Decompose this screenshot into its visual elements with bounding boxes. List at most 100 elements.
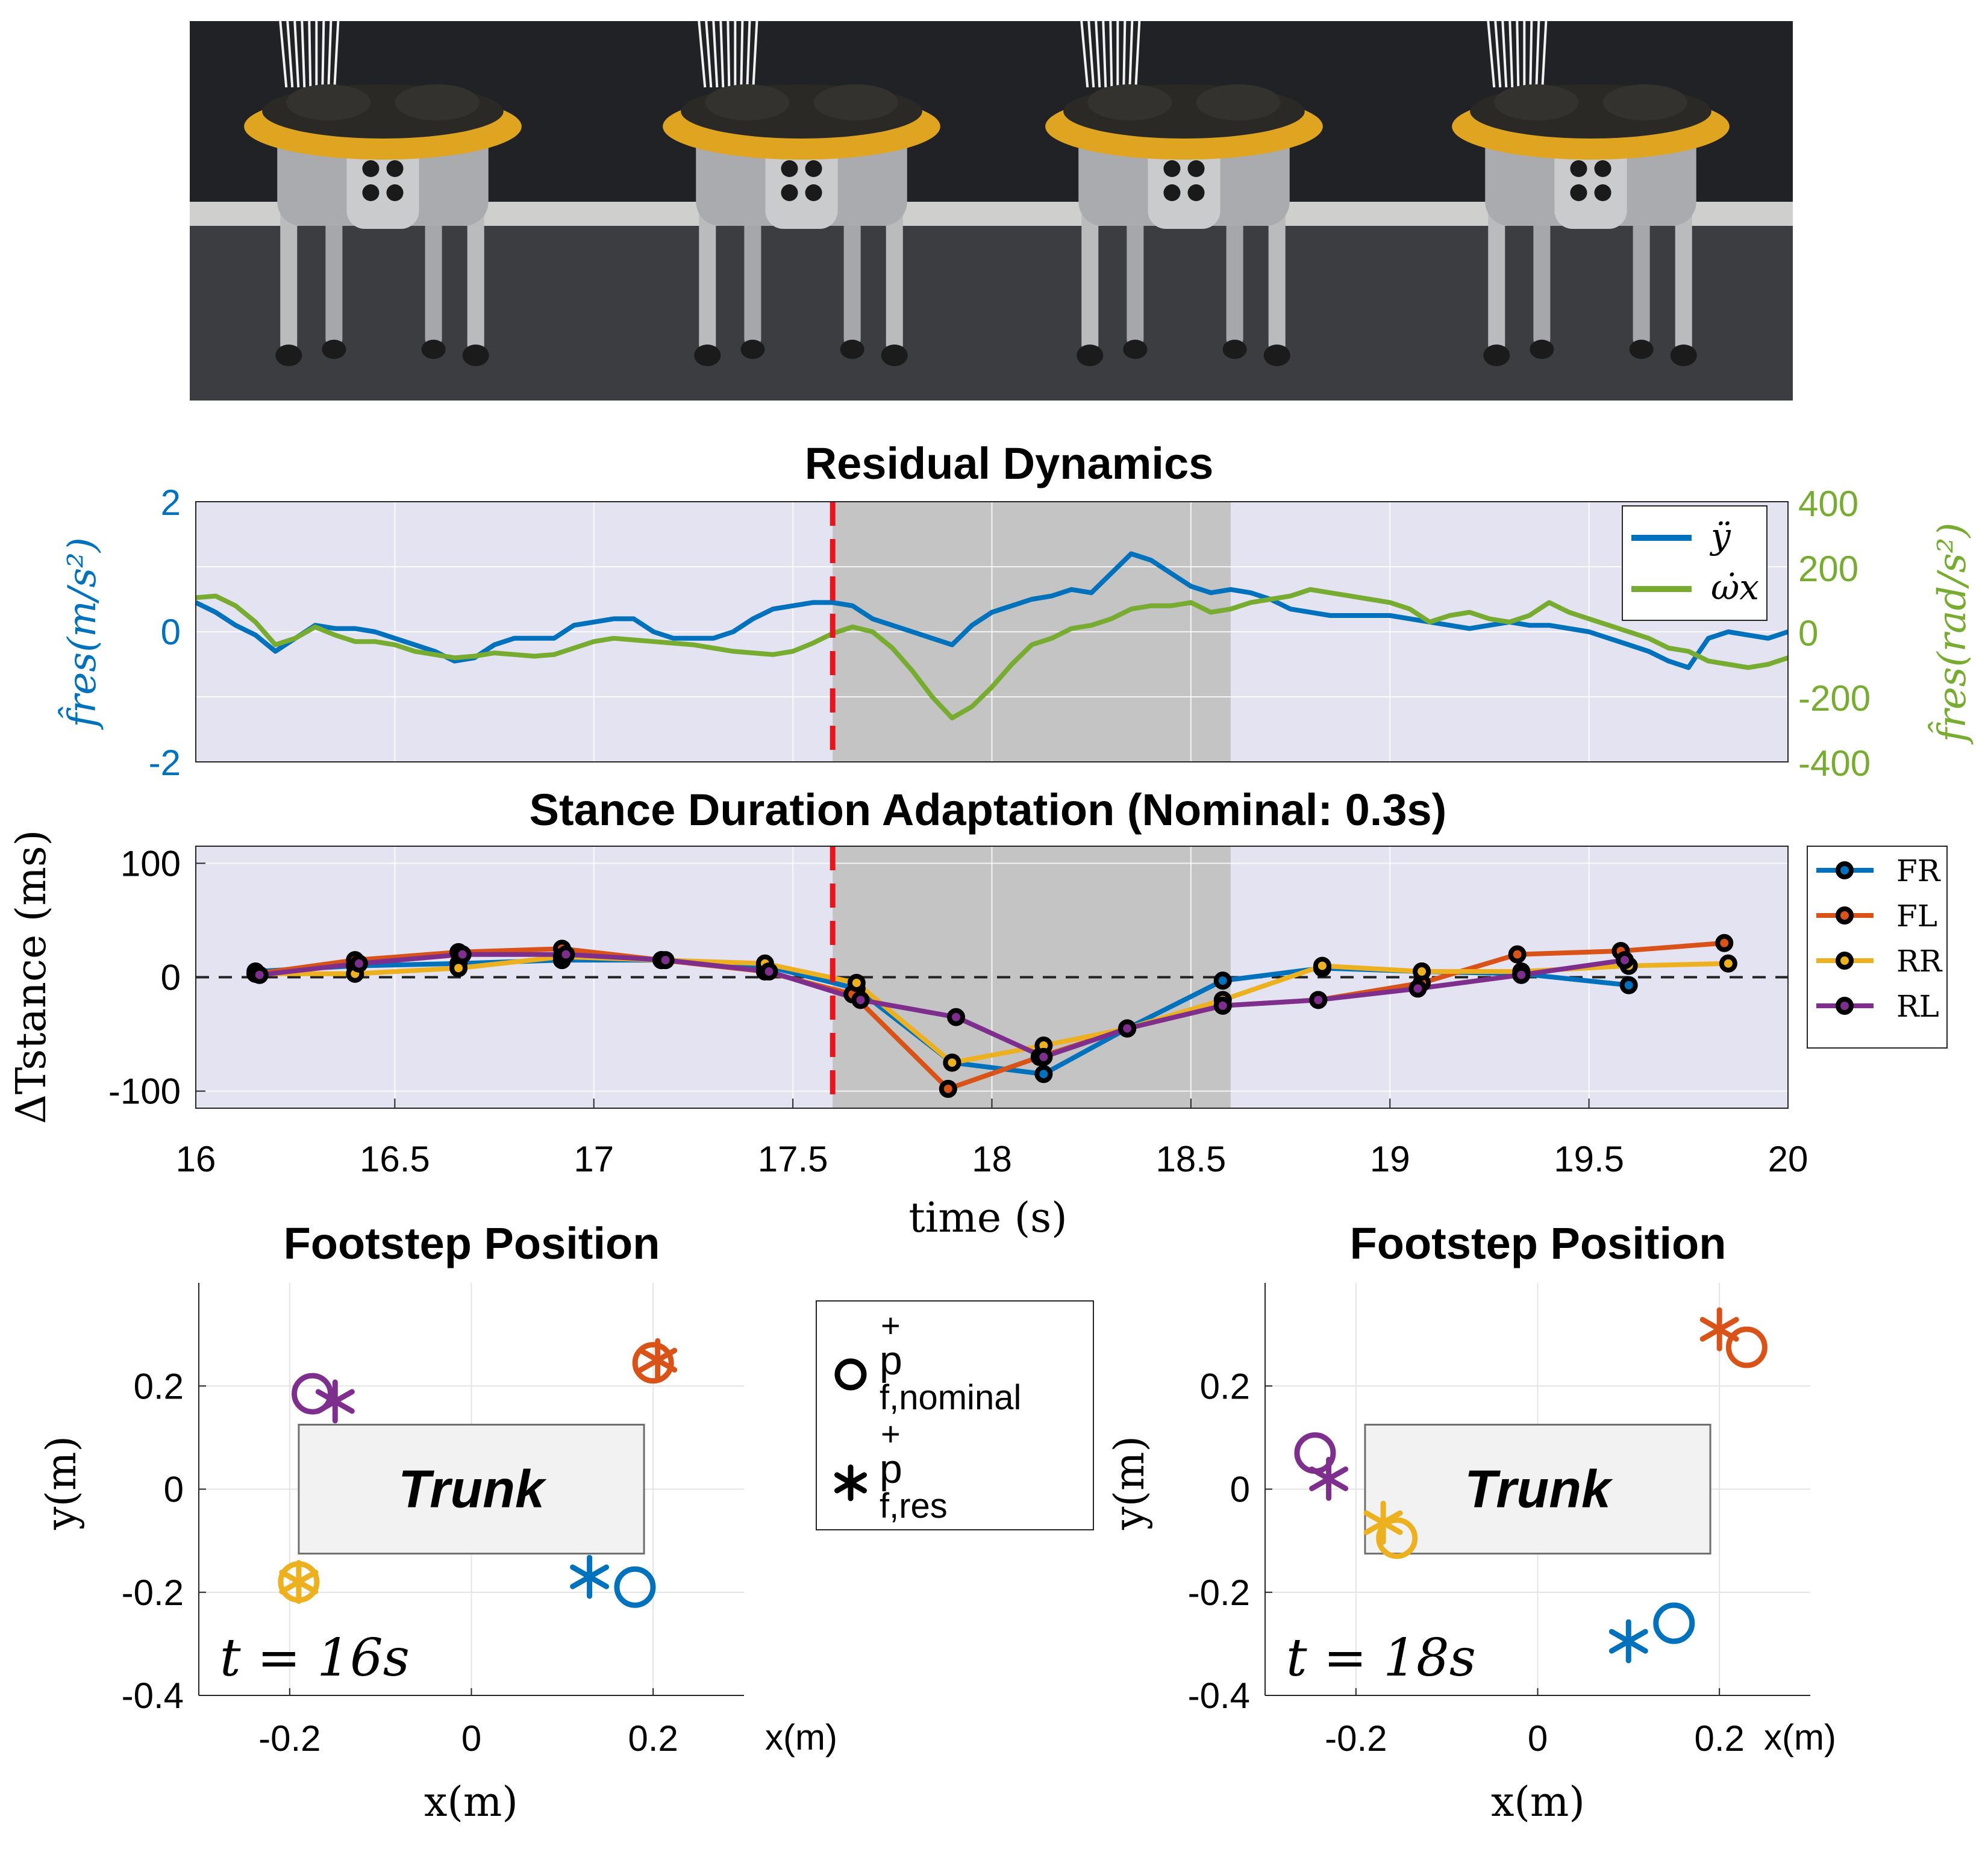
stance-yticks: 100 0 -100 <box>108 843 205 1112</box>
stance-series <box>246 934 1737 1098</box>
stance-point-marker <box>1619 976 1638 994</box>
robot-foot <box>421 340 446 359</box>
stance-point-marker <box>943 1053 961 1072</box>
footstep-nominal-marker <box>632 1342 674 1384</box>
footstep-ytick-label: -0.4 <box>122 1676 184 1716</box>
residual-legend-label-y: ÿ <box>1709 516 1731 557</box>
stance-point-marker <box>1034 1047 1053 1066</box>
photo-cable <box>740 21 744 88</box>
stance-ytick-label: 100 <box>120 843 181 884</box>
photo-cable <box>727 21 731 88</box>
photo-cable <box>1095 21 1101 88</box>
photo-frame-image <box>190 21 591 401</box>
footstep-right-grid <box>1265 1283 1810 1695</box>
footstep-right-markers <box>1294 1307 1768 1663</box>
payload-bag <box>1087 84 1172 120</box>
photo-cable <box>1134 21 1141 88</box>
residual-legend: ÿ ω̇x <box>1622 505 1768 621</box>
stance-legend-marker <box>1836 997 1854 1015</box>
nominal-legend-base: p <box>880 1338 902 1383</box>
footstep-left-trunk <box>298 1423 645 1555</box>
photo-cable <box>719 21 725 88</box>
robot-leg <box>325 202 343 346</box>
robot-foot <box>740 340 765 359</box>
residual-right-ylabel: f̂res(rad/s²) <box>1928 523 1975 745</box>
residual-right-yticks: 400 200 0 -200 -400 <box>1798 484 1871 784</box>
stance-point-marker <box>760 962 778 981</box>
footstep-left-annotation: t = 16s <box>220 1628 410 1688</box>
photo-frame-image <box>1392 21 1793 401</box>
robot-foot <box>1670 345 1697 366</box>
robot-camera <box>362 184 380 201</box>
payload-bag <box>1196 84 1281 120</box>
footstep-res-marker <box>315 1379 355 1424</box>
photo-strip <box>190 21 1793 401</box>
footstep-xtick-label: 0.2 <box>628 1718 678 1759</box>
stance-point-marker <box>1715 934 1734 952</box>
footstep-xtick-label: 0 <box>461 1718 481 1759</box>
stance-legend-label: RR <box>1896 944 1943 979</box>
stance-xtick-label: 18 <box>972 1139 1012 1179</box>
photo-cable <box>1501 21 1508 88</box>
footstep-left-ylabel: y(m) <box>38 1436 86 1530</box>
residual-right-ytick: 200 <box>1798 549 1858 589</box>
footstep-panel-left: Trunk Footstep Position 0.2 0 -0.2 -0.4 -0.… <box>38 1218 744 1826</box>
payload-bag <box>286 84 371 120</box>
photo-cable <box>293 21 300 88</box>
footstep-ytick-label: 0 <box>164 1470 184 1510</box>
photo-cable <box>1494 21 1502 88</box>
footstep-res-marker <box>1699 1307 1739 1352</box>
robot-camera <box>805 160 822 177</box>
footstep-xtick-label: 0 <box>1528 1718 1548 1759</box>
res-legend-base: p <box>880 1446 902 1492</box>
photo-frame-image <box>590 21 992 401</box>
photo-frame <box>1392 21 1793 401</box>
stance-legend-label: RL <box>1896 989 1939 1024</box>
stance-point-marker <box>847 973 866 992</box>
stance-point-marker <box>250 965 269 984</box>
footstep-res-marker-stroke <box>279 1570 319 1595</box>
residual-left-ylabel: f̂res(m/s²) <box>58 537 105 730</box>
stance-xtick-label: 20 <box>1768 1139 1808 1179</box>
nominal-legend-label: p + f,nominal <box>880 1300 1021 1417</box>
photo-cable <box>286 21 294 88</box>
stance-point-marker <box>557 945 575 964</box>
footstep-xtick-label: -0.2 <box>1325 1718 1387 1759</box>
stance-duration-panel: Stance Duration Adaptation (Nominal: 0.3… <box>8 785 1948 1242</box>
nominal-marker-icon <box>834 1358 867 1391</box>
robot-foot <box>275 345 302 366</box>
robot-camera <box>1594 160 1611 177</box>
robot-camera <box>805 184 822 201</box>
footstep-panel-right: Trunk Footstep Position 0.2 0 -0.2 -0.4 -0.… <box>1106 1218 1810 1826</box>
stance-xtick-label: 16 <box>176 1139 216 1179</box>
stance-point-marker <box>1413 962 1431 981</box>
stance-ytick-label: 0 <box>161 958 181 998</box>
stance-point-marker <box>1719 954 1737 973</box>
footstep-nominal-marker <box>1653 1602 1695 1644</box>
photo-frame-image <box>991 21 1392 401</box>
photo-cable <box>705 21 713 88</box>
robot-camera <box>781 184 798 201</box>
photo-cable <box>327 21 333 88</box>
photo-cable <box>333 21 340 88</box>
footstep-res-marker <box>279 1560 319 1604</box>
photo-cable <box>1541 21 1548 88</box>
footstep-res-marker <box>570 1554 610 1599</box>
footstep-nominal-marker <box>614 1566 656 1608</box>
stance-title: Stance Duration Adaptation (Nominal: 0.3… <box>530 785 1447 835</box>
footstep-right-trunk-label: Trunk <box>1464 1459 1613 1519</box>
footstep-res-marker <box>1608 1619 1648 1663</box>
robot-camera <box>1187 160 1205 177</box>
photo-cable <box>279 21 288 88</box>
footstep-res-marker-stroke <box>638 1347 678 1373</box>
photo-cable <box>746 21 751 88</box>
photo-cable <box>1102 21 1107 88</box>
footstep-right-trunk <box>1364 1423 1711 1555</box>
stance-xtick-label: 17 <box>574 1139 614 1179</box>
photo-cable <box>1087 21 1095 88</box>
stance-legend-marker <box>1836 952 1854 970</box>
nominal-legend-sub: f,nominal <box>880 1378 1021 1417</box>
residual-left-yticks: 2 0 -2 <box>149 482 181 783</box>
stance-xtick-label: 19 <box>1370 1139 1410 1179</box>
